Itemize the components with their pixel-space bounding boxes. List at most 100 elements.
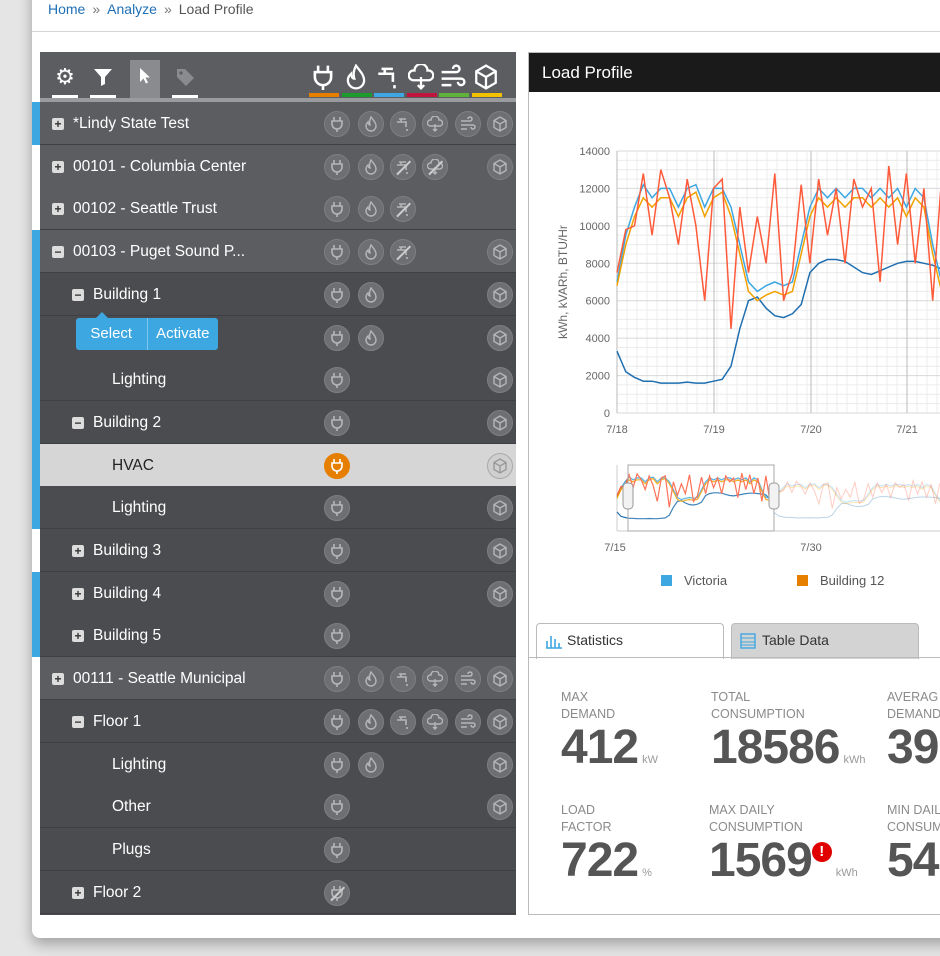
cube-icon[interactable]: [487, 794, 513, 821]
plug-icon[interactable]: [324, 196, 350, 223]
cube-icon[interactable]: [487, 367, 513, 394]
flame-icon[interactable]: [358, 751, 384, 778]
flame-icon[interactable]: [358, 153, 384, 180]
tree-row[interactable]: Other: [40, 785, 516, 829]
faucet-icon[interactable]: [390, 666, 416, 693]
cloud-icon[interactable]: [406, 62, 437, 97]
tab-statistics[interactable]: Statistics: [536, 623, 724, 659]
cloud-icon[interactable]: [422, 153, 448, 180]
plug-icon[interactable]: [324, 794, 350, 821]
navigator-handle[interactable]: [768, 482, 780, 510]
tree-row[interactable]: Lighting: [40, 742, 516, 786]
flame-icon[interactable]: [358, 666, 384, 693]
tree-row[interactable]: Plugs: [40, 827, 516, 871]
cube-icon[interactable]: [487, 708, 513, 735]
warning-icon[interactable]: !: [811, 842, 832, 862]
cube-icon[interactable]: [471, 64, 502, 97]
faucet-icon[interactable]: [390, 111, 416, 137]
plug-icon[interactable]: [324, 623, 350, 650]
plug-icon[interactable]: [324, 538, 350, 564]
plug-icon[interactable]: [324, 409, 350, 436]
legend-label[interactable]: Building 12: [820, 573, 884, 588]
tree-row[interactable]: − Building 2: [40, 400, 516, 444]
faucet-icon[interactable]: [390, 239, 416, 266]
plug-icon[interactable]: [324, 153, 350, 180]
select-button[interactable]: Select: [76, 318, 148, 350]
collapse-toggle[interactable]: −: [72, 416, 84, 429]
cube-icon[interactable]: [487, 324, 513, 351]
cube-icon[interactable]: [487, 281, 513, 308]
wind-icon[interactable]: [455, 666, 481, 693]
faucet-icon[interactable]: [390, 196, 416, 223]
plug-icon[interactable]: [324, 239, 350, 266]
expand-toggle[interactable]: +: [72, 886, 84, 899]
plug-icon[interactable]: [324, 281, 350, 308]
plug-icon[interactable]: [324, 324, 350, 351]
tree-row[interactable]: + Floor 2: [40, 870, 516, 914]
tree-row[interactable]: − Floor 1: [40, 699, 516, 743]
activate-button[interactable]: Activate: [156, 325, 210, 342]
flame-icon[interactable]: [358, 196, 384, 223]
collapse-toggle[interactable]: −: [52, 246, 64, 259]
plug-icon[interactable]: [324, 836, 350, 863]
faucet-icon[interactable]: [374, 64, 404, 97]
collapse-toggle[interactable]: −: [72, 715, 84, 728]
plug-icon[interactable]: [324, 495, 350, 522]
expand-toggle[interactable]: +: [72, 545, 84, 557]
breadcrumb-analyze-link[interactable]: Analyze: [107, 1, 157, 17]
cube-icon[interactable]: [487, 751, 513, 778]
plug-icon[interactable]: [324, 452, 350, 479]
cube-icon[interactable]: [487, 111, 513, 137]
load-profile-chart[interactable]: 0 2000 4000 6000 8000 10000 12000 14000 7/18 7/19…: [529, 93, 940, 633]
wind-icon[interactable]: [439, 64, 469, 97]
flame-icon[interactable]: [358, 111, 384, 137]
tree-row[interactable]: HVAC: [40, 443, 516, 487]
cloud-icon[interactable]: [422, 666, 448, 693]
filter-icon[interactable]: [88, 62, 118, 98]
expand-toggle[interactable]: +: [52, 673, 64, 686]
cube-icon[interactable]: [487, 409, 513, 436]
cube-icon[interactable]: [487, 580, 513, 607]
cube-icon[interactable]: [487, 239, 513, 266]
collapse-toggle[interactable]: −: [72, 288, 84, 301]
pointer-icon[interactable]: [130, 60, 160, 98]
flame-icon[interactable]: [358, 239, 384, 266]
tree-row[interactable]: Lighting: [40, 486, 516, 530]
plug-icon[interactable]: [324, 580, 350, 607]
wind-icon[interactable]: [455, 708, 481, 735]
tree-row[interactable]: +00102 - Seattle Trust: [40, 187, 516, 231]
breadcrumb-home-link[interactable]: Home: [48, 1, 86, 17]
plug-icon[interactable]: [324, 879, 350, 906]
expand-toggle[interactable]: +: [72, 630, 84, 643]
cube-icon[interactable]: [487, 153, 513, 180]
tree-row[interactable]: + Building 5: [40, 614, 516, 658]
flame-icon[interactable]: [358, 324, 384, 351]
tree-row[interactable]: + Building 3: [40, 529, 516, 572]
tree-row[interactable]: + *Lindy State Test: [40, 102, 516, 145]
cloud-icon[interactable]: [422, 111, 448, 137]
cloud-icon[interactable]: [422, 708, 448, 735]
tab-table-data[interactable]: Table Data: [731, 623, 919, 659]
cube-icon[interactable]: [487, 538, 513, 564]
tree-row[interactable]: + Building 4: [40, 571, 516, 615]
flame-icon[interactable]: [358, 281, 384, 308]
expand-toggle[interactable]: +: [52, 118, 64, 130]
flame-icon[interactable]: [358, 708, 384, 735]
tag-icon[interactable]: [170, 62, 200, 98]
navigator-handle[interactable]: [622, 482, 634, 510]
faucet-icon[interactable]: [390, 708, 416, 735]
navigator-window[interactable]: [627, 464, 775, 532]
cube-icon[interactable]: [487, 495, 513, 522]
tree-row[interactable]: − Building 1: [40, 272, 516, 316]
gear-icon[interactable]: ⚙: [50, 62, 80, 98]
faucet-icon[interactable]: [390, 153, 416, 180]
tree-row[interactable]: +00101 - Columbia Center: [40, 144, 516, 188]
plug-icon[interactable]: [309, 64, 339, 97]
plug-icon[interactable]: [324, 666, 350, 693]
expand-toggle[interactable]: +: [52, 203, 64, 216]
tree-row[interactable]: Lighting: [40, 358, 516, 402]
plug-icon[interactable]: [324, 367, 350, 394]
tree-row[interactable]: −00103 - Puget Sound P...: [40, 230, 516, 274]
plug-icon[interactable]: [324, 111, 350, 137]
expand-toggle[interactable]: +: [72, 587, 84, 600]
